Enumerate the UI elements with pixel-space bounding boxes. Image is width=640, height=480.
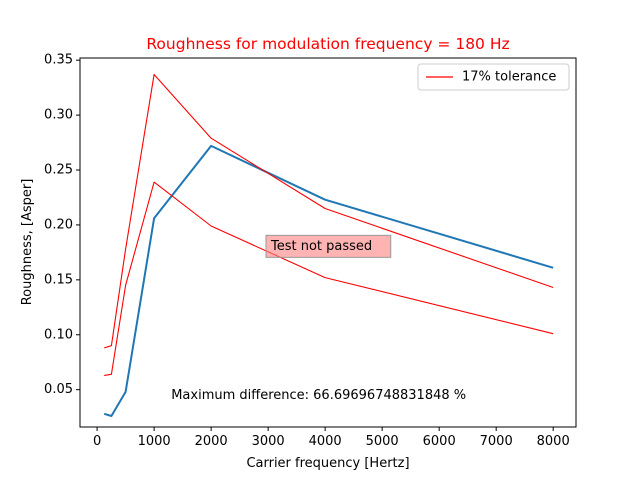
plot-area: Test not passed Maximum difference: 66.69… bbox=[44, 53, 577, 449]
y-tick-label: 0.10 bbox=[44, 327, 73, 342]
annotation-box bbox=[265, 234, 392, 258]
legend-box bbox=[417, 63, 570, 91]
x-axis-label: Carrier frequency [Hertz] bbox=[246, 456, 409, 471]
x-tick-label: 2000 bbox=[195, 434, 228, 449]
y-axis-label: Roughness, [Asper] bbox=[20, 179, 35, 306]
x-tick-label: 7000 bbox=[480, 434, 513, 449]
x-tick-label: 3000 bbox=[252, 434, 285, 449]
axes-frame bbox=[79, 57, 577, 428]
series-line-3 bbox=[104, 181, 554, 376]
x-tick-label: 8000 bbox=[537, 434, 570, 449]
x-tick-label: 4000 bbox=[309, 434, 342, 449]
chart-title: Roughness for modulation frequency = 180… bbox=[146, 35, 509, 53]
y-tick-label: 0.20 bbox=[44, 217, 73, 232]
y-tick-label: 0.05 bbox=[44, 382, 73, 397]
x-tick-label: 5000 bbox=[366, 434, 399, 449]
y-tick-label: 0.25 bbox=[44, 163, 73, 178]
y-tick-label: 0.15 bbox=[44, 272, 73, 287]
y-tick-label: 0.35 bbox=[44, 53, 73, 68]
annotation-text-1: Test not passed bbox=[270, 239, 372, 254]
x-tick-label: 1000 bbox=[138, 434, 171, 449]
series-line-2 bbox=[104, 73, 554, 349]
annotation-text-2: Maximum difference: 66.69696748831848 % bbox=[171, 388, 466, 403]
series-line-1 bbox=[103, 144, 554, 417]
x-tick-label: 0 bbox=[93, 434, 101, 449]
y-tick-label: 0.30 bbox=[44, 108, 73, 123]
x-tick-label: 6000 bbox=[423, 434, 456, 449]
legend-label: 17% tolerance bbox=[462, 70, 556, 85]
